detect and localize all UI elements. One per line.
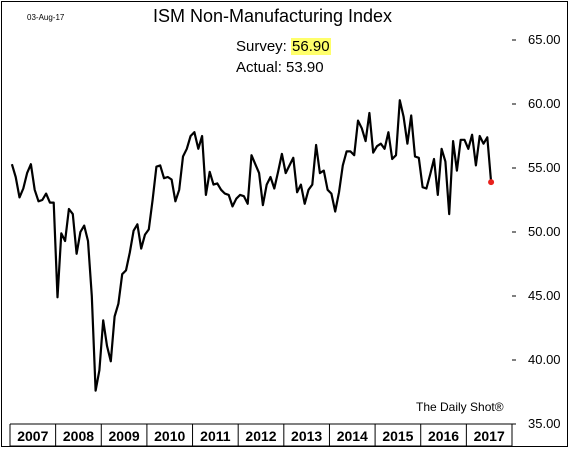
y-tick-label: 55.00 <box>528 160 561 175</box>
x-tick-label: 2016 <box>428 428 459 444</box>
watermark: The Daily Shot® <box>416 400 504 414</box>
y-tick-label: 60.00 <box>528 96 561 111</box>
x-tick-label: 2009 <box>109 428 140 444</box>
survey-value: 56.90 <box>291 38 331 55</box>
actual-line: Actual: 53.90 <box>236 59 324 76</box>
x-tick-label: 2007 <box>17 428 48 444</box>
actual-value: 53.90 <box>286 59 324 76</box>
x-tick-label: 2017 <box>474 428 505 444</box>
y-tick-label: 50.00 <box>528 224 561 239</box>
x-tick-label: 2008 <box>63 428 94 444</box>
date-label: 03-Aug-17 <box>27 13 65 22</box>
x-tick-label: 2011 <box>200 428 231 444</box>
y-tick-label: 45.00 <box>528 288 561 303</box>
x-tick-label: 2015 <box>382 428 413 444</box>
survey-line: Survey: 56.90 <box>236 38 331 55</box>
x-tick-label: 2010 <box>154 428 185 444</box>
y-tick-label: 35.00 <box>528 416 561 431</box>
x-tick-label: 2012 <box>245 428 276 444</box>
chart-title: ISM Non-Manufacturing Index <box>152 6 393 26</box>
survey-label: Survey: <box>236 38 287 55</box>
last-point-marker <box>488 179 495 186</box>
y-tick-label: 65.00 <box>528 32 561 47</box>
x-tick-label: 2013 <box>291 428 322 444</box>
actual-label: Actual: <box>236 59 282 76</box>
y-tick-label: 40.00 <box>528 352 561 367</box>
x-tick-label: 2014 <box>337 428 368 444</box>
series-line <box>10 99 493 392</box>
